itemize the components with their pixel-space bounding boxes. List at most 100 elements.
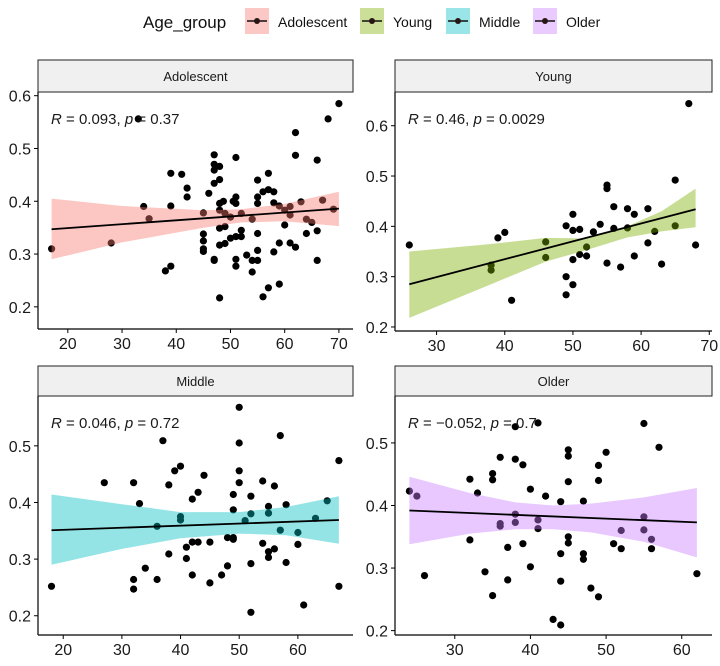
legend-item-middle: Middle — [446, 8, 520, 34]
p-value: 0.37 — [150, 111, 179, 128]
data-point — [569, 210, 577, 218]
data-point — [235, 439, 243, 447]
p-equals: = — [482, 111, 499, 128]
r-value: 0.093 — [79, 111, 117, 128]
data-point — [259, 477, 267, 485]
data-point — [655, 443, 663, 451]
y-tick-label: 0.4 — [9, 194, 31, 211]
data-point — [685, 100, 693, 108]
p-symbol: p — [473, 111, 482, 128]
data-point — [496, 522, 504, 530]
x-tick-label: 30 — [428, 338, 446, 355]
data-point — [171, 467, 179, 475]
data-point — [596, 220, 604, 228]
y-tick-label: 0.5 — [9, 439, 31, 456]
panel-adolescent: Adolescent 20 30 40 50 60 70 0.2 0.3 0.4 0.5 0.6 R =… — [9, 59, 354, 353]
data-point — [235, 479, 243, 487]
data-point — [235, 403, 243, 411]
data-point — [297, 198, 305, 206]
facet-strip-title: Adolescent — [163, 69, 228, 84]
data-point — [47, 582, 56, 590]
data-point — [313, 256, 321, 264]
data-point — [405, 241, 413, 249]
data-point — [313, 156, 321, 164]
data-point — [286, 202, 294, 211]
data-point — [254, 229, 262, 238]
data-point — [583, 243, 591, 251]
data-point — [564, 478, 572, 486]
data-point — [188, 495, 196, 503]
data-point — [216, 206, 224, 214]
data-point — [216, 294, 224, 302]
data-point — [199, 247, 207, 255]
p-equals: = — [133, 111, 150, 128]
r-equals: = — [62, 111, 79, 128]
x-tick-label: 20 — [54, 642, 72, 659]
data-point — [610, 203, 618, 211]
p-value: 0.7 — [516, 415, 537, 432]
data-point — [130, 585, 138, 593]
p-equals: = — [133, 415, 150, 432]
data-point — [194, 538, 202, 546]
legend-title: Age_group — [143, 13, 226, 32]
data-point — [647, 545, 656, 553]
data-point — [229, 490, 237, 499]
panel-middle: Middle 20 30 40 50 60 0.2 0.3 0.4 0.5 R = 0.046, p… — [9, 365, 354, 659]
data-point — [107, 239, 115, 247]
data-point — [313, 227, 321, 235]
y-tick-label: 0.3 — [9, 247, 31, 264]
data-point — [216, 241, 224, 249]
data-point — [223, 562, 232, 570]
data-point — [519, 540, 527, 548]
facet-strip-title: Older — [538, 374, 570, 389]
data-point — [48, 245, 56, 253]
data-point — [562, 273, 570, 281]
data-point — [167, 202, 175, 210]
data-point — [562, 291, 570, 299]
data-point — [248, 256, 256, 264]
data-point — [176, 462, 185, 470]
data-point — [264, 502, 273, 510]
data-point — [194, 488, 202, 496]
data-point — [557, 498, 565, 506]
data-point — [594, 593, 603, 601]
data-point — [100, 479, 108, 487]
data-point — [130, 479, 138, 487]
data-point — [130, 575, 138, 584]
data-point — [229, 535, 237, 543]
data-point — [188, 538, 196, 546]
separator: , — [482, 415, 490, 432]
data-point — [286, 239, 294, 247]
x-tick-label: 70 — [330, 336, 348, 353]
separator: , — [117, 415, 125, 432]
data-point — [623, 205, 632, 213]
facet-strip — [37, 365, 354, 397]
x-tick-label: 60 — [289, 642, 307, 659]
data-point — [141, 564, 149, 572]
data-point — [206, 538, 214, 546]
x-tick-label: 70 — [700, 338, 718, 355]
data-point — [489, 476, 497, 484]
data-point — [235, 467, 243, 475]
data-point — [594, 476, 603, 485]
data-point — [216, 224, 224, 232]
data-point — [248, 215, 256, 223]
confidence-band — [51, 494, 339, 565]
data-point — [644, 205, 652, 213]
legend-item-adolescent: Adolescent — [245, 8, 347, 34]
data-point — [254, 193, 262, 201]
x-tick-label: 50 — [597, 642, 615, 659]
data-point — [275, 280, 283, 288]
separator: , — [117, 111, 125, 128]
y-tick-label: 0.3 — [366, 270, 388, 287]
x-tick-label: 60 — [632, 338, 650, 355]
points — [48, 100, 343, 302]
data-point — [494, 234, 502, 242]
data-point — [300, 601, 308, 609]
y-tick-label: 0.3 — [9, 552, 31, 569]
data-point — [216, 176, 224, 184]
regression-line — [51, 519, 339, 532]
data-point — [264, 284, 272, 292]
data-point — [199, 209, 207, 217]
data-point — [221, 223, 229, 231]
